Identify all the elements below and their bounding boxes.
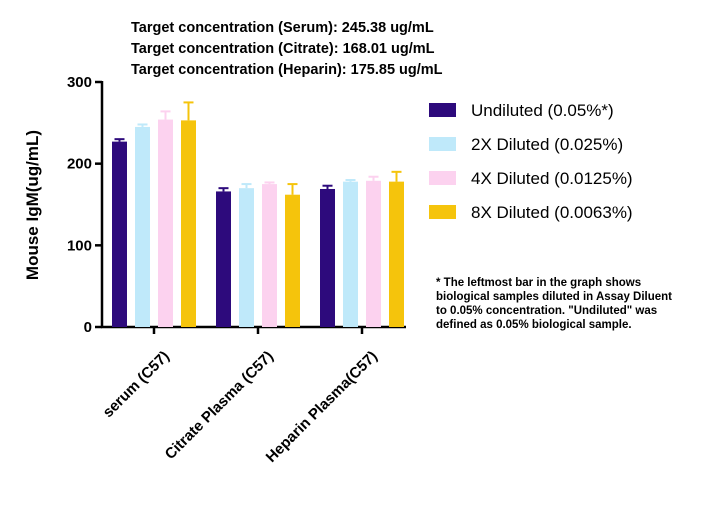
y-tick-label: 100 [67,237,92,254]
legend-label: Undiluted (0.05%*) [471,101,614,120]
footnote-line: biological samples diluted in Assay Dilu… [436,291,673,303]
bar [366,180,381,327]
bar [135,126,150,328]
bar [181,120,196,327]
legend-swatch [429,171,456,185]
y-tick-label: 0 [84,319,92,336]
bar [262,184,277,327]
bar [158,119,173,327]
bar [343,181,358,327]
plot-area: 0 100 200 300 serum (C57)Citrate Plasma (C57… [67,74,406,466]
bar [389,181,404,327]
legend-label: 8X Diluted (0.0063%) [471,203,633,222]
footnote-line: * The leftmost bar in the graph shows [436,277,642,289]
bar [112,141,127,327]
footnote: * The leftmost bar in the graph shows bi… [436,276,716,332]
legend-label: 4X Diluted (0.0125%) [471,169,633,188]
legend-swatch [429,205,456,219]
title-line-serum: Target concentration (Serum): 245.38 ug/… [131,20,434,36]
footnote-line: to 0.05% concentration. "Undiluted" was [436,305,658,317]
title-line-heparin: Target concentration (Heparin): 175.85 u… [131,62,443,78]
bar [320,188,335,327]
legend-swatch [429,137,456,151]
x-tick-label: Heparin Plasma(C57) [263,348,381,466]
x-tick-label: Citrate Plasma (C57) [162,348,277,463]
y-axis-label: Mouse IgM(ug/mL) [23,130,42,280]
chart-title: Target concentration (Serum): 245.38 ug/… [131,20,443,78]
bar [285,194,300,327]
footnote-line: defined as 0.05% biological sample. [436,319,632,331]
y-tick-label: 200 [67,156,92,173]
bar [239,188,254,327]
legend-label: 2X Diluted (0.025%) [471,135,623,154]
x-tick-label: serum (C57) [99,348,172,421]
legend: Undiluted (0.05%*) 2X Diluted (0.025%) 4X … [429,101,633,222]
y-tick-label: 300 [67,74,92,91]
bar [216,191,231,327]
legend-swatch [429,103,456,117]
title-line-citrate: Target concentration (Citrate): 168.01 u… [131,41,435,57]
